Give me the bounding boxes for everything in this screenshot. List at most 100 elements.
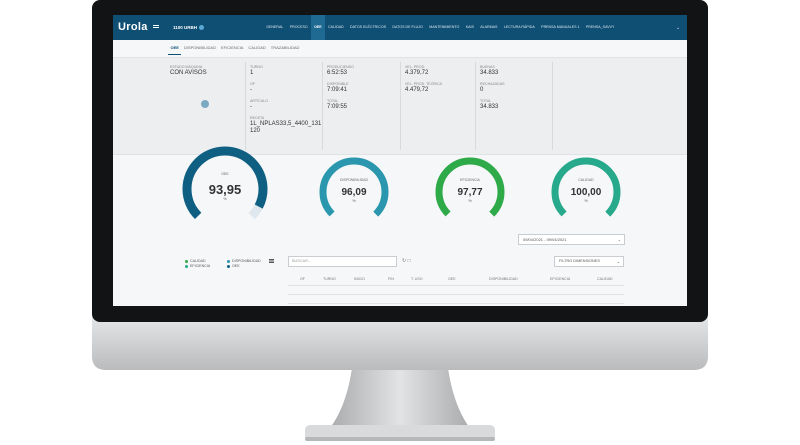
column-header[interactable]: DISPONIBILIDAD	[489, 277, 518, 281]
menu-item[interactable]: OEE	[310, 15, 325, 40]
field-value: 34.833	[480, 104, 499, 110]
menu-item[interactable]: DATOS DE FLUJO	[392, 25, 423, 29]
gauge-fill	[182, 146, 268, 232]
menu-item[interactable]: CALIDAD	[328, 25, 344, 29]
state-value: CON AVISOS	[170, 70, 207, 76]
legend-label: DISPONIBILIDAD	[232, 259, 261, 263]
tab[interactable]: DISPONIBILIDAD	[183, 45, 216, 50]
tab[interactable]: TRAZABILIDAD	[270, 45, 300, 50]
machine-state: ESTADO MÁQUINA CON AVISOS	[170, 62, 244, 77]
legend-swatch	[227, 264, 230, 268]
field-value: -	[250, 87, 252, 93]
column-header[interactable]: EFICIENCIA	[550, 277, 571, 281]
gauge-label: EFICIENCIA	[460, 178, 480, 183]
field-label: BUENAS	[480, 65, 495, 69]
column-header[interactable]: T. USO	[411, 277, 423, 281]
gauge: DISPONIBILIDAD 96,09%	[316, 154, 392, 230]
info-column: VEL. PROD. 4.379,72 VEL. PROD. TEÓRICA 4.47…	[400, 62, 477, 150]
filter-label: FILTRO DIMENSIONES	[559, 259, 600, 263]
stand-neck	[330, 368, 470, 428]
field-value: 4.379,72	[405, 70, 429, 76]
field-label: ARTÍCULO	[250, 99, 269, 103]
table-rule	[288, 294, 624, 295]
table-rule	[288, 303, 624, 304]
caret: ⌄	[616, 259, 620, 264]
caret: ⌄	[617, 237, 621, 242]
field-value: 0	[480, 87, 484, 93]
menu-item[interactable]: PROCESO	[289, 25, 308, 29]
field-value: 4.479,72	[405, 87, 429, 93]
filter-dropdown[interactable]: FILTRO DIMENSIONES ⌄	[554, 256, 624, 267]
menu-item[interactable]: PRENSA_SAVVY	[585, 25, 615, 29]
state-label: ESTADO MÁQUINA	[170, 65, 203, 69]
info-panel: ESTADO MÁQUINA CON AVISOS TURNO 1 OF - ARTÍC…	[113, 57, 687, 155]
monitor-chin	[92, 315, 708, 370]
field-value: 1	[250, 70, 254, 76]
field-label: RECETA	[250, 116, 265, 120]
column-divider	[552, 62, 553, 150]
menu-toggle[interactable]	[153, 25, 159, 26]
tab[interactable]: OEE	[168, 42, 182, 55]
field-label: PRODUCIENDO	[327, 65, 354, 69]
menu-item[interactable]: MANTENIMIENTO	[429, 25, 460, 29]
column-header[interactable]: CALIDAD	[597, 277, 613, 281]
gauge-value: 93,95	[208, 181, 242, 197]
menu-item[interactable]: PRENSA MANUALES 1	[541, 25, 580, 29]
field-label: RECHAZADAS	[480, 82, 505, 86]
legend-label: CALIDAD	[190, 259, 206, 263]
gauge-label: CALIDAD	[578, 178, 594, 183]
menu-item[interactable]: KAIS	[465, 25, 474, 29]
menu-item[interactable]: ALARMAS	[480, 25, 498, 29]
gauge-fill	[319, 157, 389, 227]
legend-menu[interactable]	[269, 259, 274, 260]
gauge-unit: %	[352, 197, 356, 203]
menu-item[interactable]: LECTURA RÁPIDA	[503, 25, 535, 29]
legend-item[interactable]: OEE	[227, 264, 269, 268]
info-column: TURNO 1 OF - ARTÍCULO - RECETA 1L_NPLAS33,5_440…	[245, 62, 322, 150]
search-input[interactable]: BUSCAR...	[288, 256, 397, 267]
machine-status-icon	[199, 24, 204, 30]
tab[interactable]: CALIDAD	[248, 45, 266, 50]
column-header[interactable]: TURNO	[323, 277, 336, 281]
legend-swatch	[185, 264, 188, 268]
legend-item[interactable]: DISPONIBILIDAD	[227, 259, 269, 263]
brand[interactable]: Urola	[118, 21, 148, 33]
menu: GENERAL PROCESO OEE CALIDAD DATOS ELÉCTRICOS…	[263, 15, 618, 40]
legend-item[interactable]: EFICIENCIA	[185, 264, 227, 268]
field-value: 7:09:55	[327, 104, 348, 110]
legend-item[interactable]: CALIDAD	[185, 259, 227, 263]
tabs: OEE DISPONIBILIDAD EFICIENCIA CALIDAD TRAZAB…	[168, 42, 302, 55]
menu-item[interactable]: GENERAL	[266, 25, 284, 29]
legend-swatch	[227, 259, 230, 263]
column-header[interactable]: INICIO	[354, 277, 365, 281]
gauge-unit: %	[584, 197, 588, 203]
date-range-picker[interactable]: 09/04/2021 - 09/04/2021 ⌄	[518, 234, 625, 245]
field-value: -	[250, 104, 252, 110]
column-header[interactable]: OF	[300, 277, 305, 281]
date-range: 09/04/2021 - 09/04/2021	[523, 237, 567, 242]
table-rule	[288, 285, 624, 286]
gauge-value: 97,77	[457, 186, 483, 198]
gauge-value: 96,09	[341, 186, 367, 198]
gauge-label: OEE	[221, 171, 229, 176]
menu-more[interactable]: ⌄	[676, 25, 681, 31]
gauge-value: 100,00	[570, 186, 602, 198]
field-value: 6:52:53	[327, 70, 348, 76]
gauge: OEE 93,95%	[178, 142, 272, 236]
table-actions[interactable]: ↻ □	[402, 258, 411, 264]
column-header[interactable]: OEE	[448, 277, 456, 281]
gauge: EFICIENCIA 97,77%	[432, 154, 508, 230]
field-label: TOTAL	[480, 99, 492, 103]
gauge-arc	[319, 157, 389, 227]
field-value: 7:09:41	[327, 87, 348, 93]
menu-item[interactable]: DATOS ELÉCTRICOS	[350, 25, 387, 29]
field-label: TURNO	[250, 65, 263, 69]
legend-label: OEE	[232, 264, 240, 268]
column-header[interactable]: FIN	[388, 277, 394, 281]
machine-name[interactable]: 1100 URBH	[173, 25, 198, 30]
field-label: TOTAL	[327, 99, 339, 103]
gauge-arc	[435, 157, 505, 227]
gauge-unit: %	[468, 197, 472, 203]
tab[interactable]: EFICIENCIA	[220, 45, 244, 50]
